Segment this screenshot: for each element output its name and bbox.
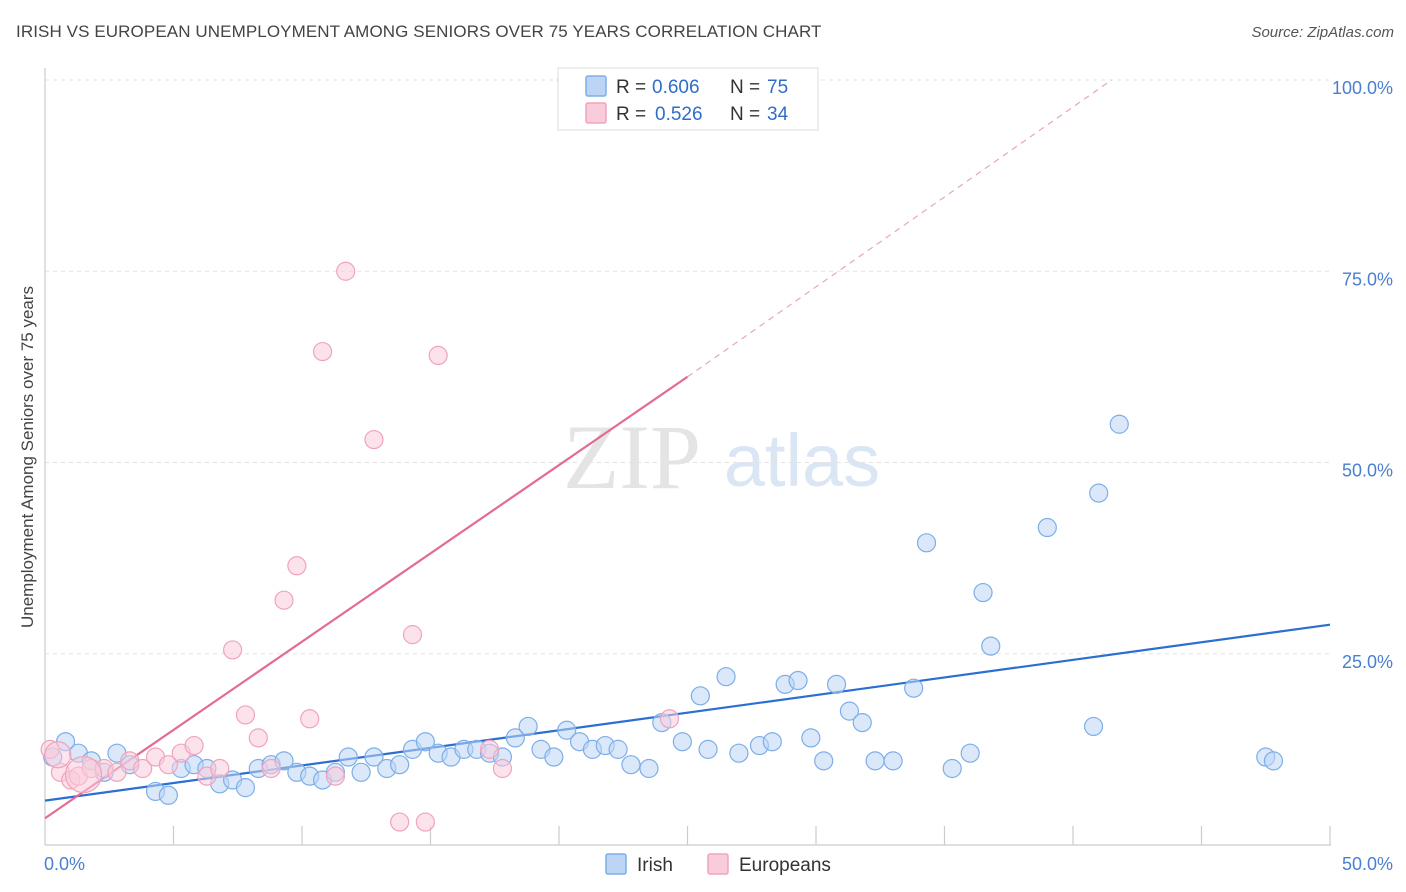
x-tick-label-min: 0.0% — [44, 854, 85, 874]
point-0-55 — [788, 670, 808, 691]
point-0-49 — [698, 739, 718, 759]
point-0-59 — [839, 701, 860, 721]
point-0-22 — [338, 747, 358, 767]
series-legend: Irish Europeans — [605, 853, 831, 876]
point-1-10 — [158, 755, 178, 775]
y-tick-label-0: 25.0% — [1342, 652, 1393, 672]
stats-legend: R = 0.606 N = 75 R = 0.526 N = 34 — [557, 67, 819, 131]
x-tick-label-max: 50.0% — [1342, 854, 1393, 874]
point-0-57 — [814, 751, 834, 771]
point-0-24 — [364, 747, 384, 767]
watermark-atlas: atlas — [724, 419, 880, 502]
point-0-60 — [852, 712, 872, 733]
cluster-europeans-2 — [44, 741, 72, 769]
point-0-26 — [390, 755, 410, 775]
legend-europeans-key — [707, 853, 729, 875]
grid-lines — [45, 79, 1330, 655]
point-0-53 — [762, 732, 782, 752]
trend-line-1 — [44, 375, 689, 820]
legend-europeans-n-label: N = — [730, 104, 760, 125]
point-1-26 — [390, 812, 410, 832]
point-0-70 — [1089, 483, 1109, 503]
point-0-69 — [1037, 517, 1057, 538]
point-0-51 — [729, 743, 749, 763]
point-1-25 — [364, 429, 384, 450]
legend-irish-r: 0.606 — [652, 77, 700, 98]
point-1-8 — [133, 758, 153, 779]
point-0-50 — [716, 667, 736, 687]
point-0-71 — [1083, 716, 1104, 737]
point-1-34 — [659, 709, 680, 729]
data-points — [40, 70, 1284, 832]
y-axis-label: Unemployment Among Seniors over 75 years — [18, 286, 37, 628]
point-1-19 — [274, 590, 294, 610]
point-1-20 — [287, 556, 307, 576]
point-1-6 — [107, 762, 127, 782]
cluster-europeans — [64, 756, 103, 794]
point-0-56 — [801, 728, 821, 748]
point-1-29 — [428, 345, 448, 365]
point-0-36 — [518, 716, 538, 737]
point-1-31 — [492, 758, 513, 779]
point-1-12 — [184, 735, 204, 756]
point-1-28 — [415, 812, 435, 832]
y-tick-label-1: 50.0% — [1342, 461, 1393, 481]
point-0-67 — [973, 582, 993, 603]
point-0-64 — [916, 533, 937, 553]
point-0-61 — [865, 751, 885, 771]
point-1-27 — [402, 625, 423, 645]
point-0-48 — [690, 686, 710, 706]
legend-europeans-r-label: R = — [616, 104, 646, 125]
point-1-14 — [210, 758, 230, 779]
point-1-22 — [312, 341, 333, 362]
legend-europeans-r: 0.526 — [655, 104, 703, 125]
point-0-39 — [557, 720, 577, 740]
chart-title: IRISH VS EUROPEAN UNEMPLOYMENT AMONG SEN… — [16, 22, 822, 41]
y-tick-label-2: 75.0% — [1342, 269, 1393, 289]
watermark-zip: ZIP — [563, 406, 701, 508]
point-0-43 — [608, 739, 628, 759]
legend-irish-n: 75 — [767, 77, 788, 98]
point-1-21 — [300, 709, 320, 729]
point-1-23 — [325, 766, 346, 786]
legend-irish-r-label: R = — [616, 77, 646, 98]
point-0-63 — [904, 678, 924, 698]
point-0-35 — [505, 728, 525, 748]
axes — [44, 68, 1331, 846]
source-label: Source: ZipAtlas.com — [1251, 24, 1394, 41]
point-0-45 — [639, 758, 659, 779]
point-1-18 — [261, 758, 281, 779]
point-1-24 — [336, 261, 356, 281]
point-0-14 — [235, 778, 256, 798]
point-1-17 — [248, 728, 268, 748]
point-1-30 — [480, 739, 500, 759]
legend-europeans-n: 34 — [767, 104, 789, 125]
legend-irish-n-label: N = — [730, 77, 760, 98]
legend-europeans-label: Europeans — [739, 855, 831, 876]
point-1-16 — [235, 705, 256, 725]
legend-irish-label: Irish — [637, 855, 673, 876]
trend-line-dashed-1 — [687, 79, 1112, 378]
point-0-8 — [158, 785, 178, 805]
y-tick-label-3: 100.0% — [1332, 78, 1393, 98]
point-0-74 — [1263, 751, 1284, 771]
point-0-28 — [415, 732, 435, 752]
point-0-47 — [672, 732, 692, 752]
point-0-68 — [981, 636, 1001, 656]
legend-irish-swatch — [585, 75, 607, 97]
point-0-65 — [942, 758, 962, 779]
point-0-62 — [883, 751, 903, 771]
point-0-38 — [544, 747, 564, 767]
legend-europeans-swatch — [585, 102, 607, 124]
point-0-23 — [351, 762, 371, 782]
point-1-15 — [223, 640, 243, 660]
point-0-66 — [960, 743, 980, 763]
y-tick-labels: 25.0% 50.0% 75.0% 100.0% — [1332, 78, 1393, 672]
legend-irish-key — [605, 853, 627, 875]
point-0-58 — [826, 674, 847, 694]
point-0-72 — [1109, 414, 1129, 434]
point-0-44 — [621, 755, 641, 775]
